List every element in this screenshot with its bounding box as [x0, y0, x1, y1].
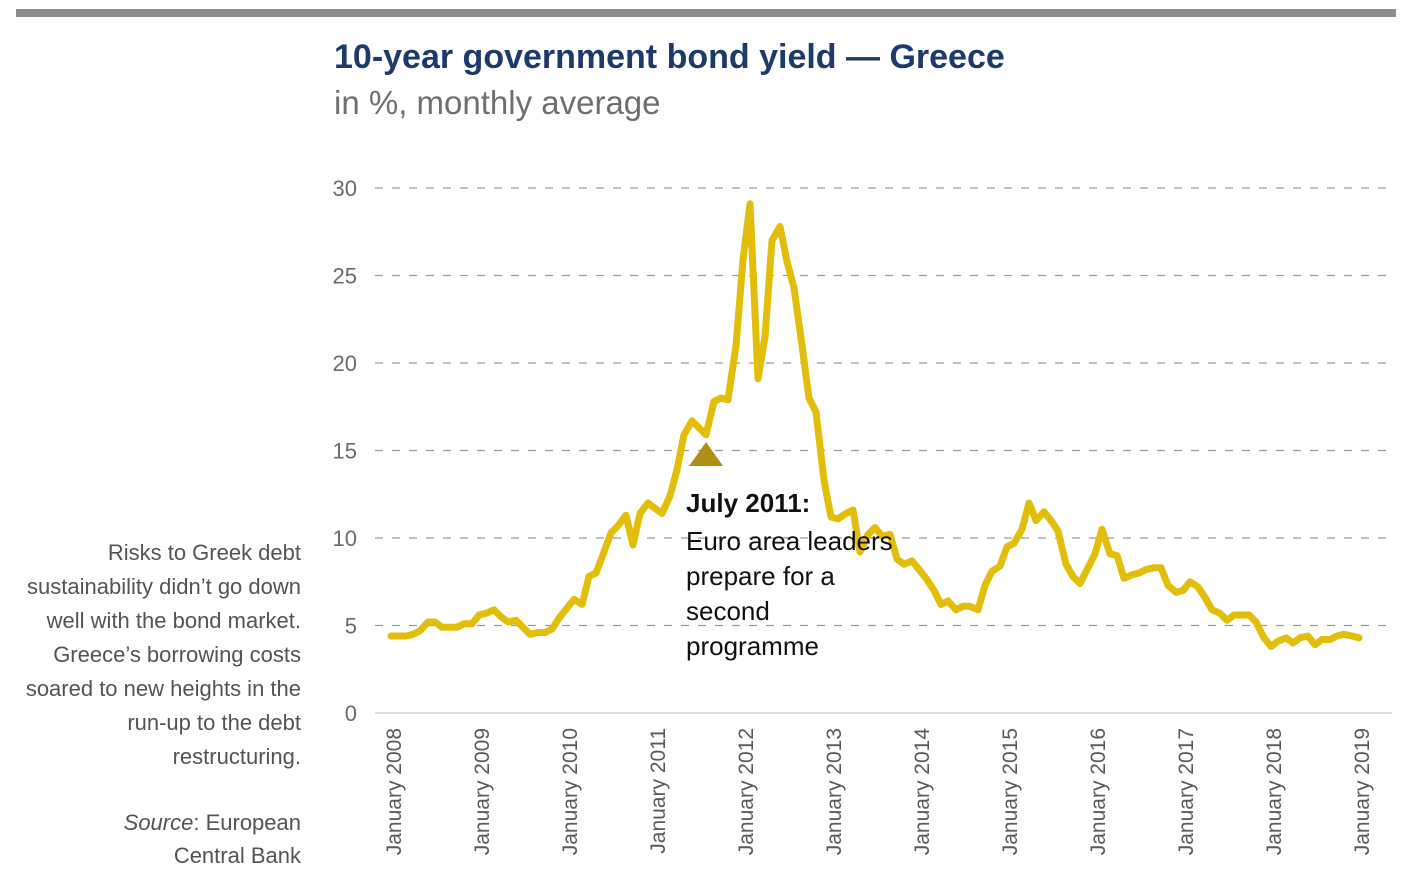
x-tick-label-2018: January 2018 — [1263, 728, 1286, 855]
y-tick-label-5: 5 — [345, 614, 357, 639]
source-label: Source — [123, 810, 194, 835]
series-layer — [387, 200, 1363, 650]
annotation-text: Euro area leaders prepare for a second p… — [686, 526, 893, 661]
source-note: Source: European Central Bank — [60, 806, 301, 872]
x-tick-label-2016: January 2016 — [1087, 728, 1110, 855]
x-tick-label-2014: January 2014 — [911, 728, 934, 856]
x-tick-label-2009: January 2009 — [471, 728, 494, 855]
top-rule — [16, 9, 1396, 17]
x-axis-ticks: January 2008 January 2009 January 2010 Janu… — [383, 728, 1374, 856]
x-tick-label-2012: January 2012 — [735, 728, 758, 855]
chart-title: 10-year government bond yield — Greece — [334, 38, 1005, 76]
chart-subtitle: in %, monthly average — [334, 84, 661, 121]
y-tick-label-15: 15 — [333, 439, 357, 464]
x-tick-label-2017: January 2017 — [1175, 728, 1198, 855]
y-tick-label-0: 0 — [345, 701, 357, 726]
y-tick-label-25: 25 — [333, 264, 357, 289]
y-axis-ticks: 0 5 10 15 20 25 30 — [333, 176, 357, 726]
x-tick-label-2013: January 2013 — [823, 728, 846, 855]
y-tick-label-20: 20 — [333, 351, 357, 376]
annotation-heading: July 2011: — [686, 488, 811, 518]
x-tick-label-2015: January 2015 — [999, 728, 1022, 855]
source-text: : European Central Bank — [173, 810, 301, 868]
y-tick-label-10: 10 — [333, 526, 357, 551]
side-note: Risks to Greek debt sustainability didn’… — [25, 540, 301, 769]
x-tick-label-2011: January 2011 — [647, 728, 670, 854]
july-2011-marker — [689, 442, 724, 466]
x-tick-label-2008: January 2008 — [383, 728, 406, 855]
x-tick-label-2010: January 2010 — [559, 728, 582, 855]
x-tick-label-2019: January 2019 — [1351, 728, 1374, 855]
y-tick-label-30: 30 — [333, 176, 357, 201]
series-line-0 — [387, 200, 1363, 650]
